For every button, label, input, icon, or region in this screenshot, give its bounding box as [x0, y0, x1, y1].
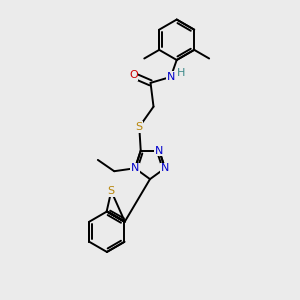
Text: N: N — [155, 146, 164, 156]
Text: S: S — [108, 186, 115, 196]
Text: H: H — [176, 68, 185, 78]
Text: N: N — [167, 72, 175, 82]
Text: N: N — [161, 163, 169, 173]
Text: S: S — [136, 122, 143, 132]
Text: N: N — [131, 163, 139, 173]
Text: O: O — [129, 70, 138, 80]
